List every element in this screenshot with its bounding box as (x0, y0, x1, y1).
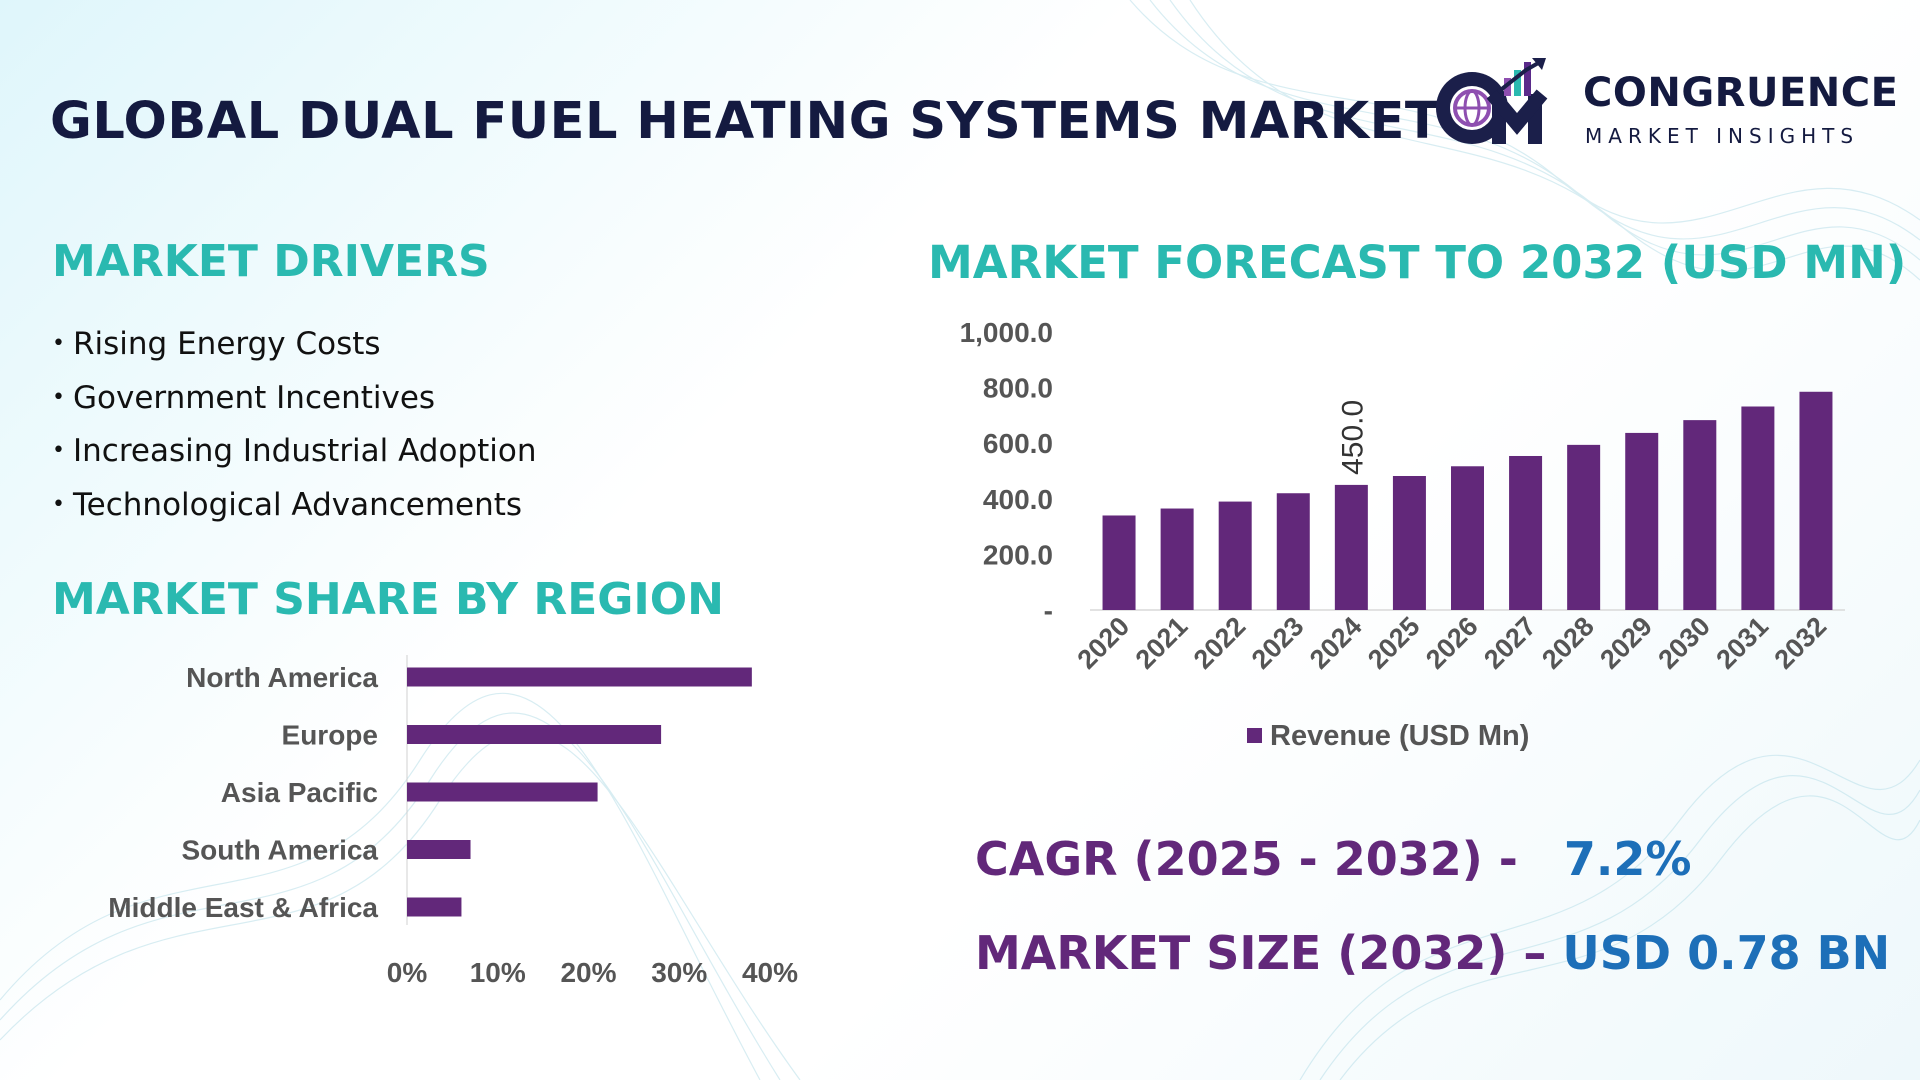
list-item: • Technological Advancements (52, 485, 537, 539)
forecast-y-tick-label: 800.0 (983, 373, 1053, 404)
forecast-y-tick-label: 1,000.0 (960, 317, 1053, 348)
driver-text: Rising Energy Costs (72, 326, 381, 362)
market-size-value: USD 0.78 BN (1562, 926, 1891, 980)
forecast-x-tick-label: 2020 (1072, 611, 1136, 675)
region-bar (407, 667, 752, 687)
region-label: Middle East & Africa (108, 892, 378, 923)
logo-mark-icon (1436, 58, 1548, 144)
forecast-x-tick-label: 2032 (1769, 611, 1833, 675)
brand-logo: CONGRUENCE MARKET INSIGHTS (1428, 56, 1898, 156)
legend-swatch (1247, 728, 1262, 743)
market-size-kpi: MARKET SIZE (2032) – USD 0.78 BN (975, 926, 1890, 980)
forecast-bar (1741, 406, 1775, 610)
region-bar (407, 782, 598, 802)
forecast-bar (1160, 508, 1194, 610)
bullet-icon: • (52, 384, 65, 410)
forecast-bar (1683, 420, 1717, 610)
region-label: North America (186, 662, 378, 693)
forecast-bar (1276, 493, 1310, 610)
region-label: South America (181, 835, 378, 866)
forecast-x-tick-label: 2027 (1478, 611, 1542, 675)
driver-text: Technological Advancements (72, 486, 523, 523)
forecast-x-tick-label: 2029 (1594, 611, 1658, 675)
page-title: GLOBAL DUAL FUEL HEATING SYSTEMS MARKET (50, 92, 1441, 151)
bullet-icon: • (52, 491, 65, 517)
region-label: Asia Pacific (221, 777, 378, 808)
forecast-x-tick-label: 2028 (1536, 611, 1600, 675)
forecast-y-tick-label: - (1044, 595, 1053, 626)
region-heading: MARKET SHARE BY REGION (52, 574, 724, 625)
bullet-icon: • (52, 438, 65, 463)
forecast-heading: MARKET FORECAST TO 2032 (USD MN) (928, 236, 1907, 289)
forecast-x-tick-label: 2022 (1188, 611, 1252, 675)
forecast-bar (1218, 501, 1252, 610)
drivers-heading: MARKET DRIVERS (52, 236, 490, 287)
forecast-y-tick-label: 200.0 (983, 539, 1053, 570)
cagr-kpi: CAGR (2025 - 2032) - 7.2% (975, 832, 1691, 886)
forecast-x-tick-label: 2031 (1710, 611, 1774, 675)
drivers-list: • Rising Energy Costs • Government Incenti… (52, 324, 537, 538)
forecast-x-tick-label: 2023 (1246, 611, 1310, 675)
forecast-data-label: 450.0 (1336, 400, 1369, 475)
forecast-bar (1451, 466, 1484, 610)
forecast-bar (1392, 476, 1426, 610)
region-tick-label: 0% (387, 957, 428, 988)
forecast-bar (1567, 444, 1601, 610)
region-tick-label: 10% (470, 957, 526, 988)
region-bar (407, 725, 662, 744)
forecast-x-tick-label: 2030 (1652, 611, 1716, 675)
forecast-x-tick-label: 2026 (1420, 611, 1484, 675)
region-bar (407, 897, 462, 917)
forecast-bar (1625, 432, 1659, 610)
market-size-label: MARKET SIZE (2032) – (975, 926, 1547, 980)
forecast-x-tick-label: 2021 (1130, 611, 1194, 675)
region-tick-label: 20% (560, 957, 616, 988)
logo-tagline: MARKET INSIGHTS (1585, 124, 1860, 148)
forecast-y-tick-label: 400.0 (983, 484, 1053, 515)
forecast-bar (1509, 455, 1543, 610)
forecast-bar (1102, 515, 1136, 610)
legend-label: Revenue (USD Mn) (1270, 720, 1529, 752)
forecast-y-tick-label: 600.0 (983, 428, 1053, 459)
forecast-x-tick-label: 2024 (1304, 611, 1368, 675)
logo-name: CONGRUENCE (1583, 70, 1899, 116)
region-tick-label: 40% (742, 957, 798, 988)
region-label: Europe (282, 720, 378, 751)
region-bar (407, 840, 471, 859)
bullet-icon: • (52, 331, 65, 356)
forecast-bar (1799, 391, 1833, 610)
list-item: • Rising Energy Costs (52, 324, 537, 378)
list-item: • Increasing Industrial Adoption (52, 431, 537, 485)
cagr-label: CAGR (2025 - 2032) - (975, 832, 1518, 886)
list-item: • Government Incentives (52, 378, 537, 432)
region-tick-label: 30% (651, 957, 707, 988)
driver-text: Government Incentives (72, 379, 436, 416)
driver-text: Increasing Industrial Adoption (72, 433, 537, 469)
cagr-value: 7.2% (1563, 832, 1692, 886)
forecast-bar (1334, 484, 1368, 610)
forecast-x-tick-label: 2025 (1362, 611, 1426, 675)
